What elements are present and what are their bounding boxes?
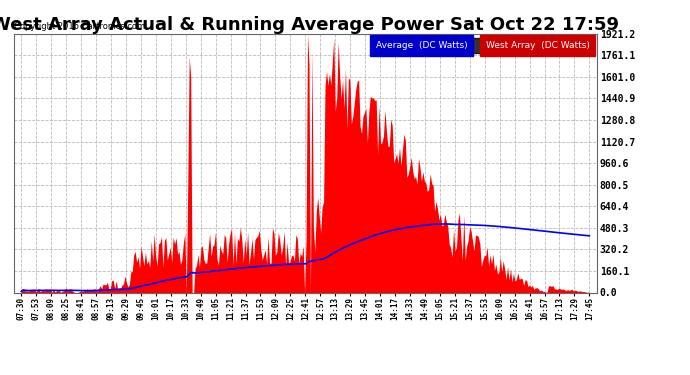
Title: West Array Actual & Running Average Power Sat Oct 22 17:59: West Array Actual & Running Average Powe… bbox=[0, 16, 620, 34]
Text: Copyright 2016 Cartronics.com: Copyright 2016 Cartronics.com bbox=[14, 22, 145, 31]
Legend: Average  (DC Watts), West Array  (DC Watts): Average (DC Watts), West Array (DC Watts… bbox=[373, 38, 592, 53]
